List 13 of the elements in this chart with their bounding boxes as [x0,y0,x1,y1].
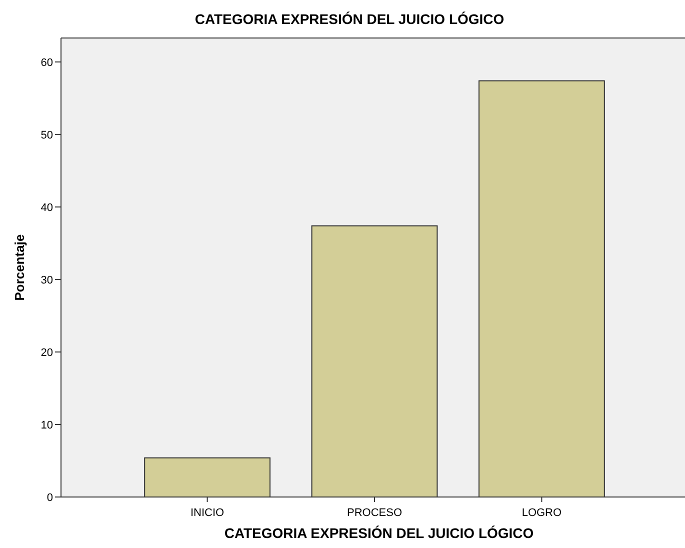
x-axis-title: CATEGORIA EXPRESIÓN DEL JUICIO LÓGICO [224,525,534,541]
y-tick-label: 30 [40,274,53,286]
x-tick-label: INICIO [190,507,225,519]
y-tick-label: 50 [40,129,53,142]
y-tick-label: 0 [46,492,53,504]
y-tick-label: 40 [40,202,53,214]
y-axis-title: Porcentaje [12,234,27,301]
x-tick-label: LOGRO [522,507,562,519]
x-tick-label: PROCESO [346,507,402,519]
y-tick-label: 60 [40,56,53,69]
y-tick-label: 10 [40,419,53,432]
y-tick-label: 20 [40,346,53,359]
chart-title: CATEGORIA EXPRESIÓN DEL JUICIO LÓGICO [194,11,504,27]
